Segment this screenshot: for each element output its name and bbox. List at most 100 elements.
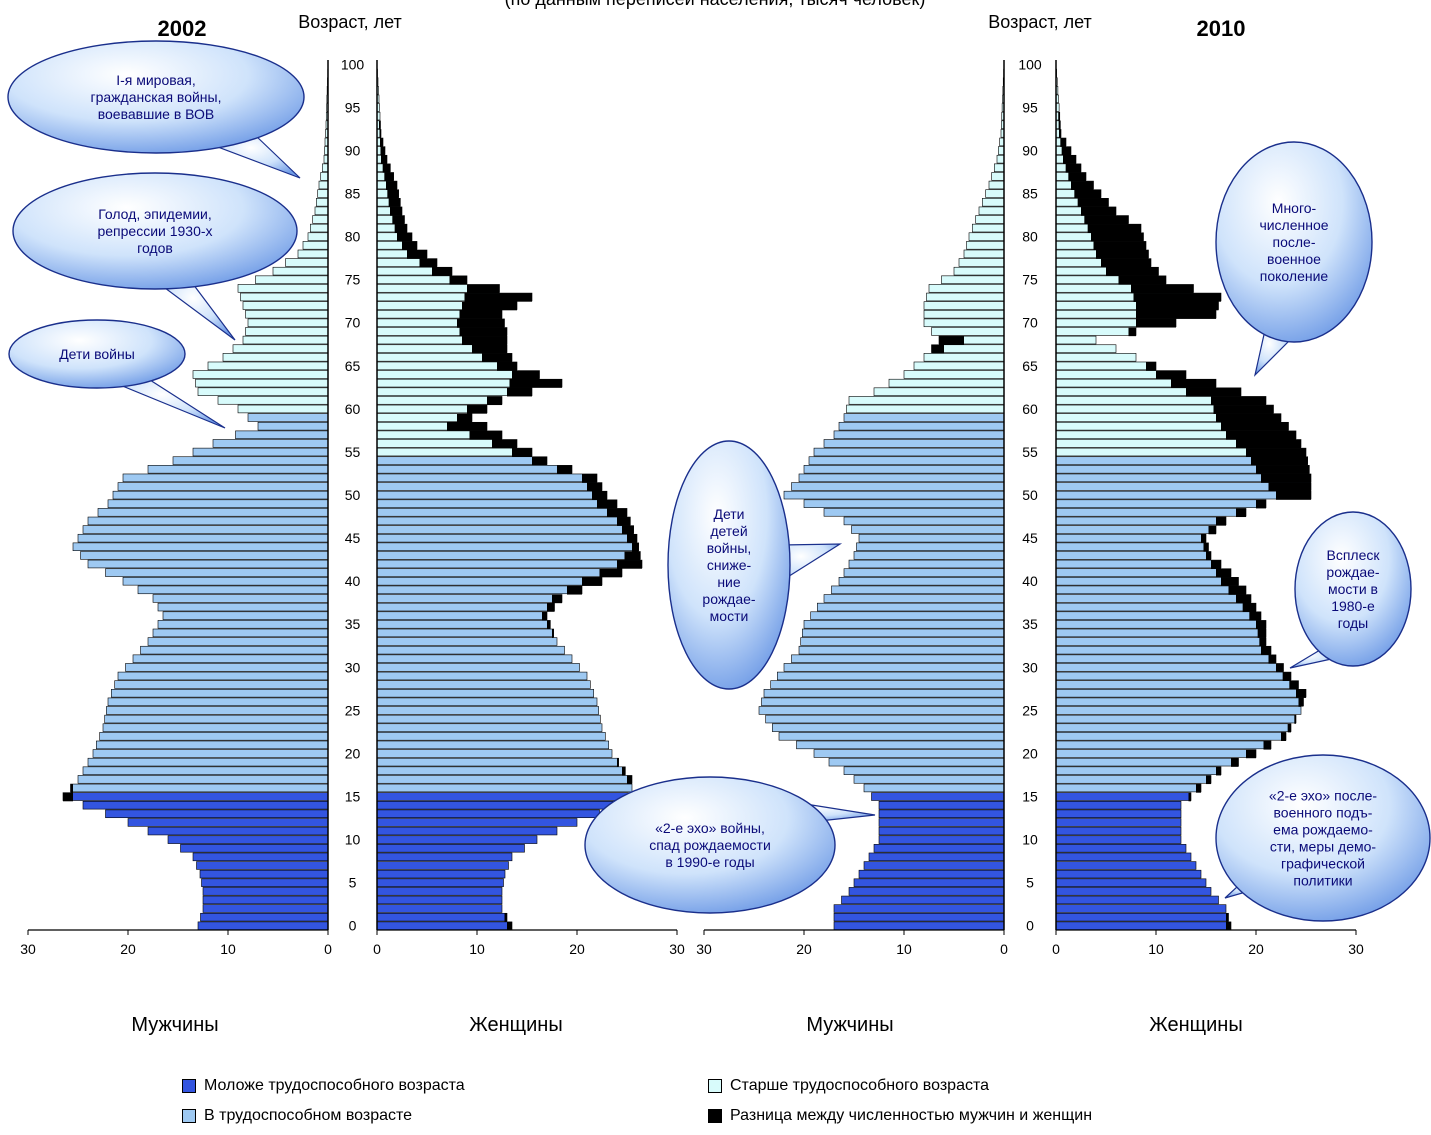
bar-men xyxy=(316,198,329,207)
bar-men xyxy=(923,353,1005,362)
bar-men xyxy=(105,809,329,819)
callout-text: 1980-е xyxy=(1331,598,1375,614)
bar-men xyxy=(197,387,329,396)
bar-men xyxy=(97,508,329,517)
age-tick-label: 45 xyxy=(345,530,361,546)
diff-bar xyxy=(1251,456,1308,466)
callout-text: рождае- xyxy=(1326,564,1380,580)
bar-women xyxy=(376,542,639,551)
bars-layer xyxy=(62,68,1312,931)
bar-men xyxy=(207,361,329,371)
diff-bar xyxy=(512,370,540,380)
callout-balloon xyxy=(1215,754,1431,922)
bar-women xyxy=(1055,904,1227,913)
bar-women xyxy=(376,611,548,620)
bar-men xyxy=(247,318,329,328)
diff-bar xyxy=(1231,758,1239,767)
diff-bar xyxy=(1211,396,1266,406)
bar-women xyxy=(376,861,509,870)
diff-bar xyxy=(1084,215,1129,225)
bar-women xyxy=(376,516,631,526)
bar-men xyxy=(878,818,1005,827)
diff-bar xyxy=(387,189,399,199)
diff-bar xyxy=(1196,784,1201,793)
diff-bar xyxy=(464,293,532,302)
diff-bar xyxy=(1093,241,1146,251)
bar-women xyxy=(376,551,641,560)
diff-bar xyxy=(1259,637,1266,647)
legend-swatch xyxy=(708,1079,722,1093)
diff-bar xyxy=(939,336,964,345)
age-tick-label: 55 xyxy=(345,444,361,460)
bar-men xyxy=(255,275,329,284)
bar-men xyxy=(237,284,329,293)
women-label-2010: Женщины xyxy=(1149,1014,1242,1036)
bar-women xyxy=(1055,594,1252,603)
diff-bar xyxy=(1257,629,1266,638)
bar-men xyxy=(197,921,329,930)
diff-bar xyxy=(607,508,627,518)
men-label-2010: Мужчины xyxy=(806,1014,893,1036)
bar-men xyxy=(968,232,1005,241)
diff-bar xyxy=(1256,465,1310,474)
bar-men xyxy=(858,869,1005,879)
bar-men xyxy=(823,508,1005,517)
age-tick-label: 60 xyxy=(1022,401,1038,417)
bar-men xyxy=(107,499,329,508)
age-tick-label: 0 xyxy=(1026,918,1034,934)
bar-men xyxy=(851,525,1005,534)
bar-women xyxy=(1055,508,1247,517)
bar-women xyxy=(1055,671,1292,681)
diff-bar xyxy=(1276,663,1284,673)
diff-bar xyxy=(567,585,582,595)
callout-text: «2-е эхо» после- xyxy=(1269,788,1378,804)
age-tick-label: 30 xyxy=(345,659,361,675)
bar-women xyxy=(376,818,578,827)
diff-bar xyxy=(1236,439,1301,449)
diff-bar xyxy=(1091,232,1144,242)
bar-men xyxy=(62,792,329,801)
bar-women xyxy=(1055,680,1299,689)
bar-men xyxy=(873,844,1005,853)
callout-text: войны, xyxy=(707,540,752,556)
diff-bar xyxy=(599,568,622,578)
bar-men xyxy=(913,361,1005,371)
bar-women xyxy=(1055,766,1222,775)
bar-men xyxy=(765,714,1005,724)
diff-bar xyxy=(1216,517,1226,526)
diff-bar xyxy=(1236,508,1246,518)
callout-text: Дети xyxy=(713,506,744,522)
year-2010-label: 2010 xyxy=(1197,16,1246,41)
bar-women xyxy=(376,904,503,913)
bar-men xyxy=(941,275,1005,284)
bar-men xyxy=(878,809,1005,819)
bar-women xyxy=(376,490,608,500)
diff-bar xyxy=(1221,422,1289,431)
diff-bar xyxy=(1221,577,1239,586)
bar-women xyxy=(1055,783,1202,793)
diff-bar xyxy=(1188,792,1191,802)
diff-bar xyxy=(379,129,381,139)
bar-men xyxy=(783,490,1005,500)
bar-women xyxy=(1055,499,1267,508)
bar-women xyxy=(1055,628,1267,638)
men-x-tick-label: 20 xyxy=(796,941,812,957)
bar-men xyxy=(772,723,1005,732)
legend-label: Старше трудоспособного возраста xyxy=(730,1077,990,1094)
bar-men xyxy=(72,542,329,551)
diff-bar xyxy=(509,379,562,388)
age-tick-label: 5 xyxy=(1026,875,1034,891)
bar-women xyxy=(1055,602,1257,612)
women-x-tick-label: 10 xyxy=(469,941,485,957)
callout-text: графической xyxy=(1281,856,1365,872)
bar-men xyxy=(242,301,329,310)
legend-swatch xyxy=(182,1109,196,1123)
bar-women xyxy=(376,921,513,930)
bar-men xyxy=(853,878,1005,887)
bar-men xyxy=(137,585,329,595)
women-x-tick-label: 20 xyxy=(1248,941,1264,957)
bar-women xyxy=(376,783,633,793)
bar-men xyxy=(903,370,1005,379)
diff-bar xyxy=(507,387,532,397)
bar-men xyxy=(963,249,1005,259)
